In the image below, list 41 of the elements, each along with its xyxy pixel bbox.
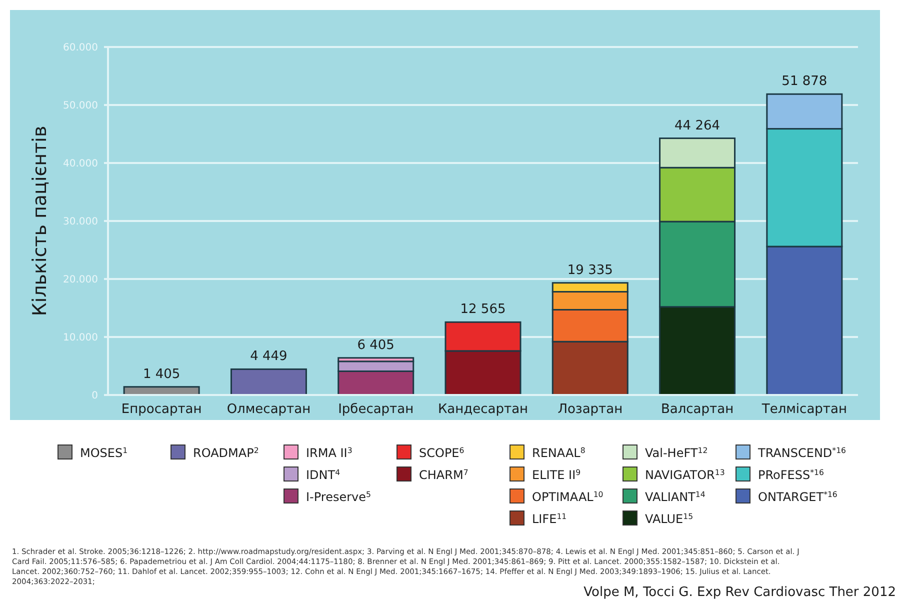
legend-label: CHARM$^{7}$	[419, 468, 468, 482]
y-tick-label: 50.000	[63, 100, 98, 112]
legend-label: SCOPE$^{6}$	[419, 446, 464, 460]
y-tick-label: 40.000	[63, 158, 98, 170]
y-tick-label: 0	[92, 390, 98, 402]
legend-label: ONTARGET$^{*16}$	[758, 490, 838, 504]
legend-label: I-Preserve$^{5}$	[306, 490, 371, 504]
legend-label: LIFE$^{11}$	[532, 512, 567, 526]
x-tick-label: Телмісартан	[760, 402, 847, 417]
text: Volpe M, Tocci G. Exp Rev Cardiovasc Ther 2012	[584, 585, 896, 600]
x-tick-label: Епросартан	[121, 402, 202, 417]
legend-label: IDNT$^{4}$	[306, 468, 340, 482]
x-tick-label: Лозартан	[558, 402, 623, 417]
legend-label: ROADMAP$^{2}$	[193, 446, 259, 460]
y-tick-label: 20.000	[63, 274, 98, 286]
total-label: 1 405	[142, 366, 180, 382]
legend-label: ELITE II$^{9}$	[532, 468, 581, 482]
legend-label: VALUE$^{15}$	[645, 512, 694, 526]
total-label: 51 878	[782, 74, 828, 90]
legend-label: VALIANT$^{14}$	[645, 490, 706, 504]
legend-label: IRMA II$^{3}$	[306, 446, 352, 460]
total-label: 4 449	[250, 349, 288, 364]
legend-label: TRANSCEND$^{*16}$	[757, 446, 846, 460]
x-tick-label: Ірбесартан	[338, 402, 414, 417]
total-label: 44 264	[674, 118, 720, 134]
x-tick-label: Олмесартан	[226, 402, 311, 417]
total-label: 12 565	[460, 302, 506, 318]
legend-label: OPTIMAAL$^{10}$	[532, 490, 604, 504]
x-tick-label: Валсартан	[660, 402, 734, 417]
legend-label: RENAAL$^{8}$	[532, 446, 586, 460]
y-tick-label: 30.000	[63, 216, 98, 228]
legend-label: Val-HeFT$^{12}$	[645, 446, 708, 460]
legend-label: NAVIGATOR$^{13}$	[645, 468, 725, 482]
y-axis-title: Кількість пацієнтів	[29, 126, 51, 316]
y-tick-label: 60.000	[63, 42, 98, 54]
x-tick-label: Кандесартан	[438, 402, 528, 417]
total-label: 6 405	[357, 338, 394, 353]
legend-label: PRoFESS$^{*16}$	[758, 468, 824, 482]
legend-label: MOSES$^{1}$	[80, 446, 128, 460]
total-label: 19 335	[567, 262, 613, 278]
y-tick-label: 10.000	[63, 332, 98, 344]
